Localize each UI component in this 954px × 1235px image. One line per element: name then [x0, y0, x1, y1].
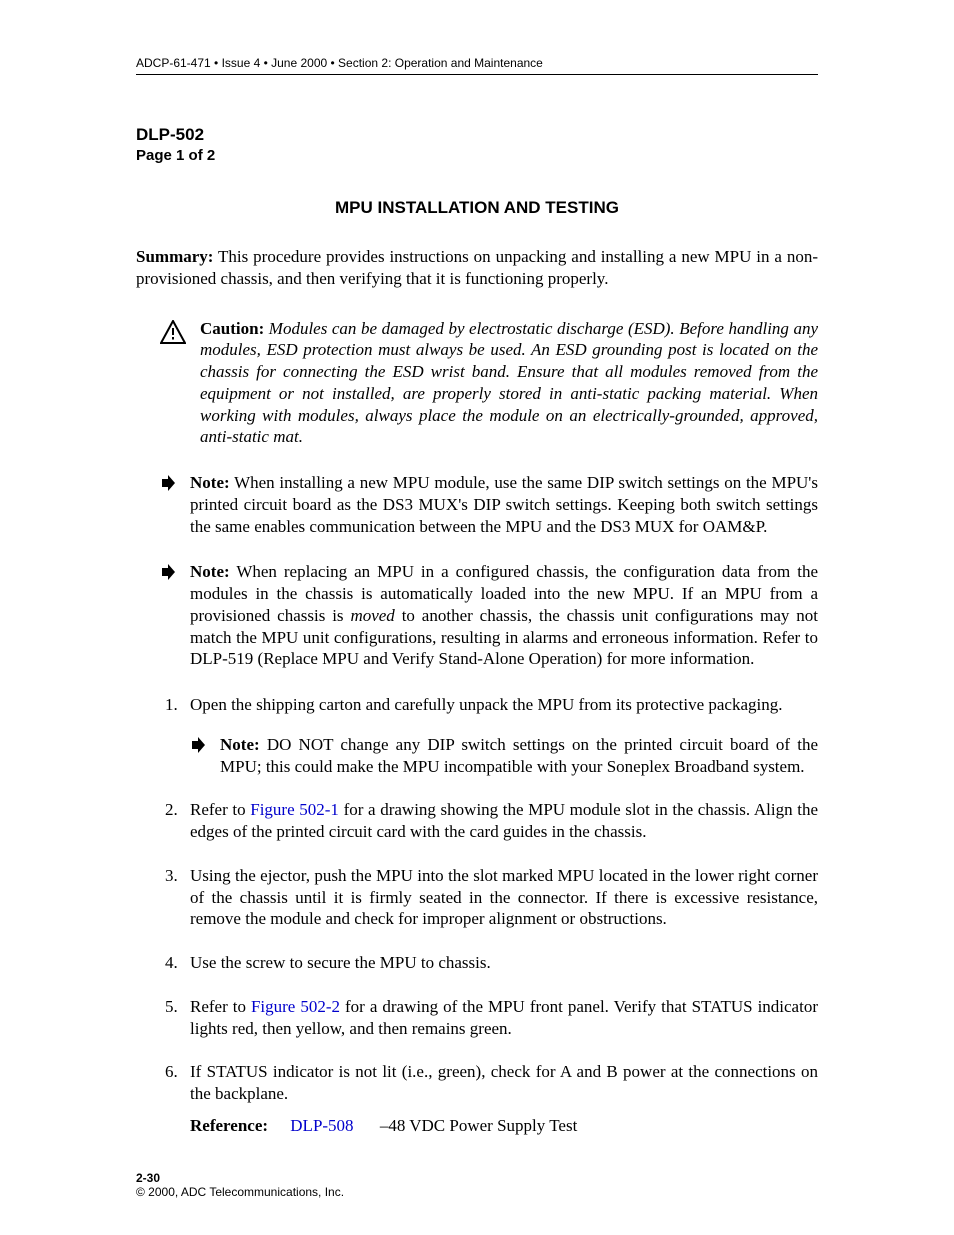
summary-text: This procedure provides instructions on … [136, 247, 818, 288]
note-block-2: Note: When replacing an MPU in a configu… [160, 561, 818, 670]
step-5-pre: Refer to [190, 997, 251, 1016]
caution-label: Caution: [200, 319, 264, 338]
reference-line: Reference: DLP-508 –48 VDC Power Supply … [190, 1115, 818, 1137]
arrow-note-icon [160, 474, 176, 492]
step-2: Refer to Figure 502-1 for a drawing show… [182, 799, 818, 843]
running-header: ADCP-61-471 • Issue 4 • June 2000 • Sect… [136, 56, 818, 74]
step-4: Use the screw to secure the MPU to chass… [182, 952, 818, 974]
step-1-note-label: Note: [220, 735, 260, 754]
document-page: ADCP-61-471 • Issue 4 • June 2000 • Sect… [0, 0, 954, 1235]
step-3: Using the ejector, push the MPU into the… [182, 865, 818, 930]
dlp-block: DLP-502 Page 1 of 2 [136, 125, 818, 164]
note-1-label: Note: [190, 473, 230, 492]
summary-label: Summary: [136, 247, 213, 266]
step-5: Refer to Figure 502-2 for a drawing of t… [182, 996, 818, 1040]
step-6-text: If STATUS indicator is not lit (i.e., gr… [190, 1062, 818, 1103]
caution-body: Modules can be damaged by electrostatic … [200, 319, 818, 447]
figure-502-2-link[interactable]: Figure 502-2 [251, 997, 340, 1016]
step-6: If STATUS indicator is not lit (i.e., gr… [182, 1061, 818, 1136]
summary-paragraph: Summary: This procedure provides instruc… [136, 246, 818, 290]
caution-block: Caution: Modules can be damaged by elect… [160, 318, 818, 449]
note-block-1: Note: When installing a new MPU module, … [160, 472, 818, 537]
note-2-em: moved [350, 606, 394, 625]
step-1: Open the shipping carton and carefully u… [182, 694, 818, 777]
step-2-pre: Refer to [190, 800, 250, 819]
doc-title: MPU INSTALLATION AND TESTING [136, 198, 818, 218]
dlp-508-link[interactable]: DLP-508 [290, 1116, 353, 1135]
step-1-note: Note: DO NOT change any DIP switch setti… [190, 734, 818, 778]
caution-text: Caution: Modules can be damaged by elect… [200, 318, 818, 449]
dlp-code: DLP-502 [136, 125, 818, 145]
note-2-text: Note: When replacing an MPU in a configu… [190, 561, 818, 670]
step-1-note-text: Note: DO NOT change any DIP switch setti… [220, 734, 818, 778]
page-footer: 2-30 © 2000, ADC Telecommunications, Inc… [136, 1171, 344, 1199]
header-rule [136, 74, 818, 75]
step-1-text: Open the shipping carton and carefully u… [190, 695, 782, 714]
arrow-note-icon [190, 736, 206, 754]
procedure-steps: Open the shipping carton and carefully u… [136, 694, 818, 1137]
caution-icon [160, 320, 186, 344]
footer-page-number: 2-30 [136, 1171, 344, 1185]
note-1-text: Note: When installing a new MPU module, … [190, 472, 818, 537]
reference-label: Reference: [190, 1116, 268, 1135]
footer-copyright: © 2000, ADC Telecommunications, Inc. [136, 1185, 344, 1199]
reference-text: –48 VDC Power Supply Test [380, 1116, 577, 1135]
figure-502-1-link[interactable]: Figure 502-1 [250, 800, 339, 819]
arrow-note-icon [160, 563, 176, 581]
step-1-note-body: DO NOT change any DIP switch settings on… [220, 735, 818, 776]
dlp-page-indicator: Page 1 of 2 [136, 147, 818, 164]
note-2-label: Note: [190, 562, 230, 581]
note-1-body: When installing a new MPU module, use th… [190, 473, 818, 536]
